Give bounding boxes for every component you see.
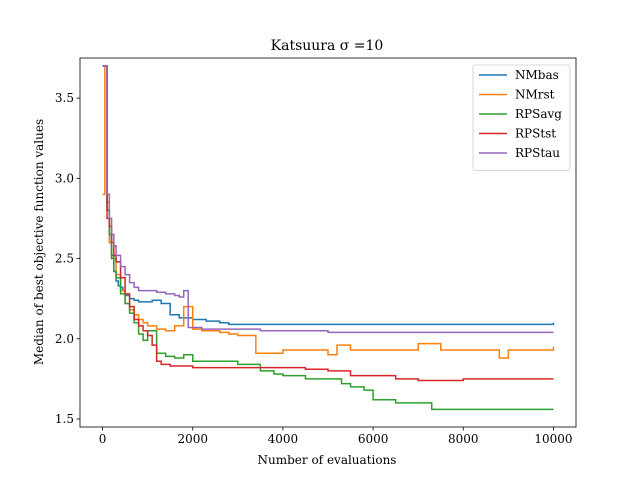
y-tick-label: 1.5 bbox=[55, 412, 74, 426]
legend: NMbas NMrst RPSavg RPStst RPStau bbox=[472, 64, 571, 171]
y-tick-label: 3.5 bbox=[55, 91, 74, 105]
legend-label-rpstst: RPStst bbox=[515, 127, 556, 141]
legend-label-rpsavg: RPSavg bbox=[515, 107, 562, 121]
legend-box bbox=[472, 64, 571, 171]
y-tick-label: 2.0 bbox=[55, 332, 74, 346]
plot-frame bbox=[79, 57, 577, 428]
legend-label-rpstau: RPStau bbox=[515, 146, 560, 160]
x-axis-label: Number of evaluations bbox=[258, 453, 397, 467]
y-axis: 1.5 2.0 2.5 3.0 3.5 bbox=[55, 91, 80, 426]
legend-label-nmrst: NMrst bbox=[515, 88, 555, 102]
x-tick-label: 2000 bbox=[177, 432, 208, 446]
y-tick-label: 2.5 bbox=[55, 252, 74, 266]
legend-label-nmbas: NMbas bbox=[515, 68, 559, 82]
chart-title: Katsuura σ =10 bbox=[271, 38, 384, 54]
y-tick-label: 3.0 bbox=[55, 171, 74, 185]
x-tick-label: 4000 bbox=[268, 432, 299, 446]
series-line-rpstst bbox=[102, 65, 554, 382]
series-line-rpstau bbox=[102, 65, 554, 334]
series-line-rpsavg bbox=[102, 65, 554, 411]
x-tick-label: 0 bbox=[99, 432, 107, 446]
x-tick-label: 8000 bbox=[448, 432, 479, 446]
y-axis-label: Median of best objective function values bbox=[32, 119, 46, 365]
plot-lines bbox=[102, 65, 555, 411]
x-tick-label: 10000 bbox=[534, 432, 572, 446]
x-axis: 0 2000 4000 6000 8000 10000 bbox=[99, 427, 573, 446]
x-tick-label: 6000 bbox=[358, 432, 389, 446]
